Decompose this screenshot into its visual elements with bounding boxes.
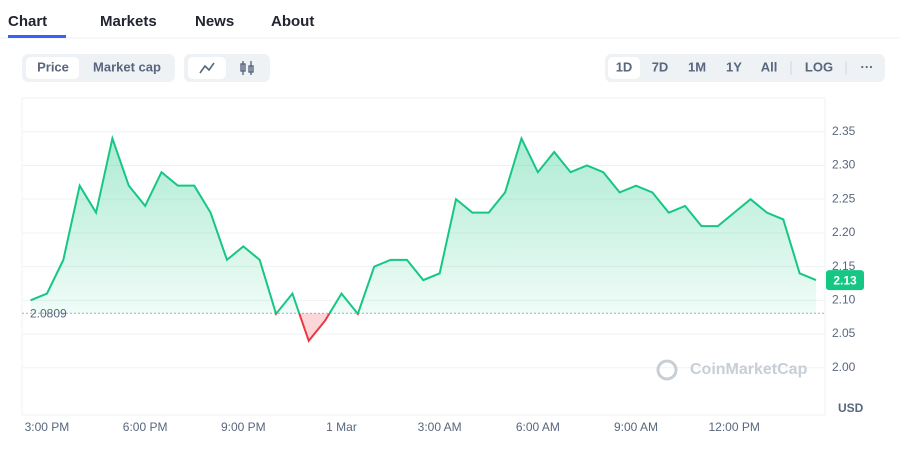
watermark: CoinMarketCap <box>690 361 808 378</box>
x-tick-label: 3:00 AM <box>418 420 462 434</box>
x-tick-label: 3:00 PM <box>25 420 70 434</box>
range-button[interactable]: 7D <box>652 59 669 74</box>
x-tick-label: 6:00 AM <box>516 420 560 434</box>
tab[interactable]: About <box>271 13 314 30</box>
candle-icon[interactable] <box>240 61 254 75</box>
y-tick-label: 2.35 <box>832 124 856 138</box>
toggle-button[interactable]: Market cap <box>93 59 161 74</box>
price-area <box>30 138 816 314</box>
x-tick-label: 1 Mar <box>326 420 357 434</box>
last-price-label: 2.13 <box>833 273 857 287</box>
y-tick-label: 2.10 <box>832 293 856 307</box>
toggle-button[interactable]: Price <box>37 59 69 74</box>
y-unit: USD <box>838 401 864 415</box>
active-tab-indicator <box>8 35 66 38</box>
tab[interactable]: Chart <box>8 13 47 30</box>
y-tick-label: 2.15 <box>832 259 856 273</box>
range-button[interactable]: All <box>761 59 778 74</box>
y-tick-label: 2.25 <box>832 191 856 205</box>
y-tick-label: 2.20 <box>832 225 856 239</box>
y-tick-label: 2.30 <box>832 158 856 172</box>
y-tick-label: 2.00 <box>832 360 856 374</box>
range-button[interactable]: 1D <box>616 59 633 74</box>
range-group <box>605 54 885 82</box>
tab[interactable]: News <box>195 13 234 30</box>
x-tick-label: 9:00 AM <box>614 420 658 434</box>
line-icon[interactable] <box>199 62 215 74</box>
range-button[interactable]: ··· <box>861 59 874 74</box>
plot-frame <box>21 97 826 416</box>
toggle-active <box>26 57 79 79</box>
x-tick-label: 6:00 PM <box>123 420 168 434</box>
price-line <box>30 134 817 314</box>
range-button[interactable]: 1Y <box>726 59 742 74</box>
tab[interactable]: Markets <box>100 13 157 30</box>
x-tick-label: 9:00 PM <box>221 420 266 434</box>
y-tick-label: 2.05 <box>832 326 856 340</box>
range-button[interactable]: 1M <box>688 59 706 74</box>
range-button[interactable]: LOG <box>805 59 833 74</box>
watermark-logo <box>656 359 678 381</box>
range-active <box>608 57 640 79</box>
last-price-badge <box>826 270 864 291</box>
x-tick-label: 12:00 PM <box>709 420 760 434</box>
